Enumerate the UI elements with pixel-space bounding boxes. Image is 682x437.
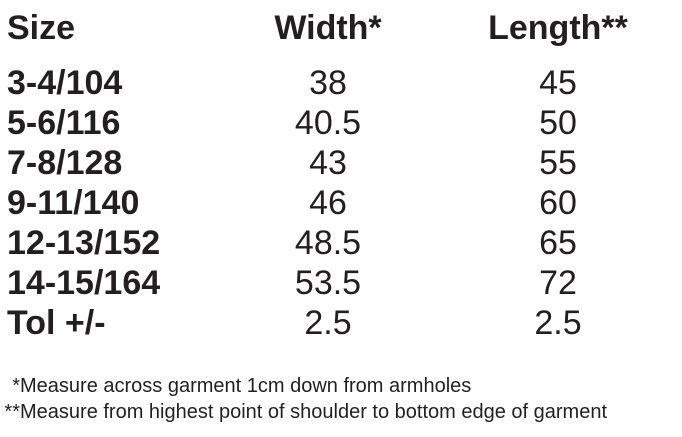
size-cell: 9-11/140 <box>7 184 140 222</box>
footnote-text: Measure across garment 1cm down from arm… <box>20 375 472 397</box>
width-cell: 40.5 <box>294 104 362 142</box>
footnote-length: ** Measure from highest point of shoulder… <box>0 399 682 425</box>
size-cell: 12-13/152 <box>7 224 161 262</box>
table-row: 5-6/116 40.5 50 <box>0 103 682 143</box>
footnotes: * Measure across garment 1cm down from ar… <box>0 373 682 425</box>
table-row: 14-15/164 53.5 72 <box>0 263 682 303</box>
width-cell: 43 <box>309 144 347 182</box>
column-header-size: Size <box>7 9 76 47</box>
length-cell: 72 <box>539 264 577 302</box>
footnote-width: * Measure across garment 1cm down from ar… <box>0 373 682 399</box>
size-cell: 7-8/128 <box>7 144 123 182</box>
footnote-marker: ** <box>4 401 20 423</box>
table-row: 12-13/152 48.5 65 <box>0 223 682 263</box>
column-header-width: Width* <box>274 9 382 47</box>
width-cell: 48.5 <box>294 224 362 262</box>
length-cell: 60 <box>539 184 577 222</box>
size-table: Size Width* Length** 3-4/104 38 45 5-6/1… <box>0 8 682 343</box>
width-cell: 46 <box>309 184 347 222</box>
length-cell: 45 <box>539 64 577 102</box>
table-row: 9-11/140 46 60 <box>0 183 682 223</box>
footnote-marker: * <box>12 375 20 397</box>
table-row: 3-4/104 38 45 <box>0 63 682 103</box>
length-cell: 55 <box>539 144 577 182</box>
width-cell: 53.5 <box>294 264 362 302</box>
footnote-text: Measure from highest point of shoulder t… <box>20 401 608 423</box>
length-cell: 50 <box>539 104 577 142</box>
width-cell: 38 <box>309 64 347 102</box>
size-cell: 14-15/164 <box>7 264 161 302</box>
table-row: Tol +/- 2.5 2.5 <box>0 303 682 343</box>
size-cell: Tol +/- <box>7 304 106 342</box>
size-cell: 5-6/116 <box>7 104 121 142</box>
column-header-length: Length** <box>488 9 628 47</box>
table-header-row: Size Width* Length** <box>0 8 682 63</box>
width-cell: 2.5 <box>304 304 352 342</box>
table-row: 7-8/128 43 55 <box>0 143 682 183</box>
size-cell: 3-4/104 <box>7 64 123 102</box>
length-cell: 2.5 <box>534 304 582 342</box>
length-cell: 65 <box>539 224 577 262</box>
